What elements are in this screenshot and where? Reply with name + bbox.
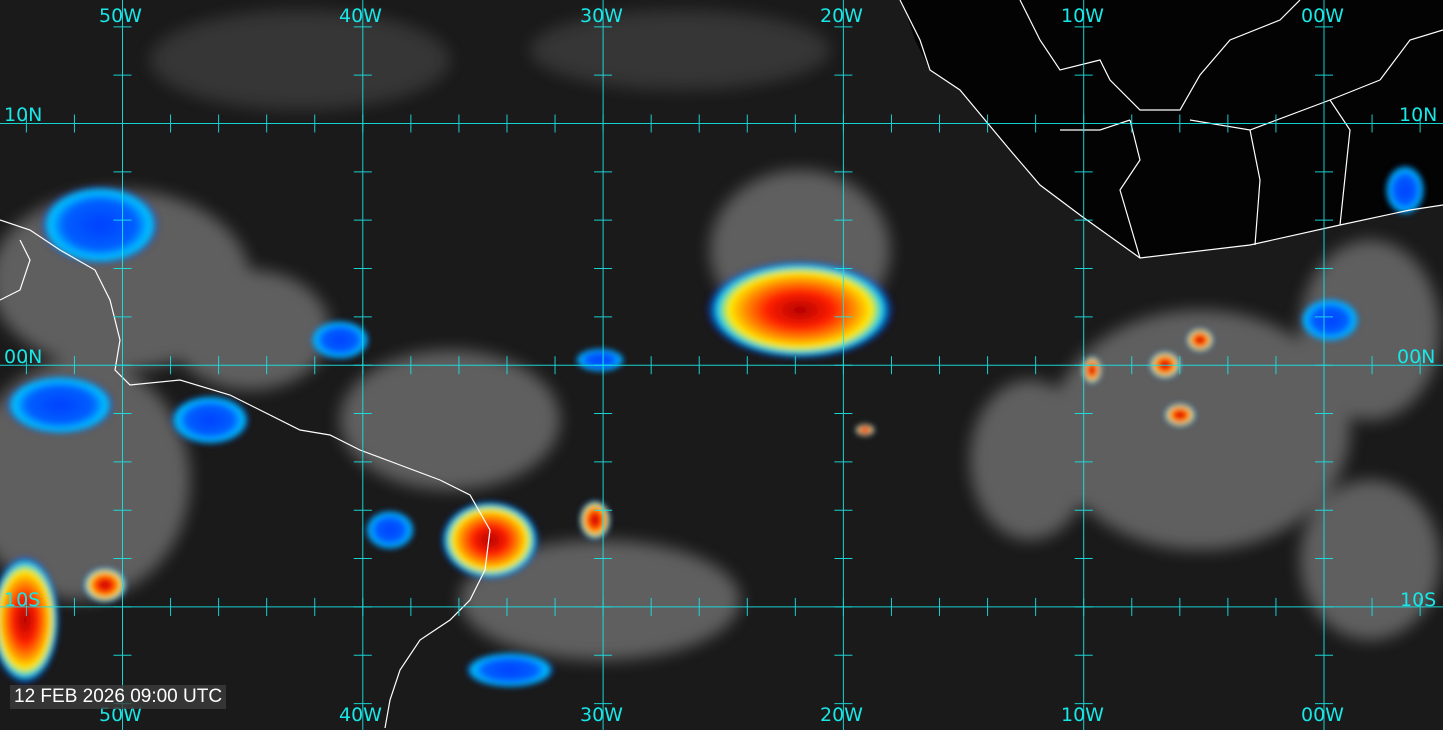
lat-label-left: 00N <box>4 346 43 368</box>
lat-label-right: 00N <box>1397 346 1436 368</box>
lon-label-bottom: 50W <box>99 704 142 726</box>
lon-label-bottom: 00W <box>1301 704 1344 726</box>
lon-label-top: 00W <box>1301 5 1344 27</box>
lon-label-top: 30W <box>580 5 623 27</box>
timestamp: 12 FEB 2026 09:00 UTC <box>10 685 227 709</box>
lon-label-top: 10W <box>1061 5 1104 27</box>
convective-cells <box>0 165 1425 688</box>
lat-label-left: 10S <box>4 589 41 611</box>
lat-label-right: 10N <box>1399 104 1438 126</box>
lat-label-right: 10S <box>1400 589 1437 611</box>
lon-label-top: 20W <box>820 5 863 27</box>
lon-label-bottom: 10W <box>1061 704 1104 726</box>
lat-label-left: 10N <box>4 104 43 126</box>
lon-label-top: 50W <box>99 5 142 27</box>
cloud-fields <box>0 10 1440 660</box>
lon-label-bottom: 20W <box>820 704 863 726</box>
lon-label-bottom: 30W <box>580 704 623 726</box>
lon-label-top: 40W <box>339 5 382 27</box>
africa-land <box>900 0 1443 258</box>
lon-label-bottom: 40W <box>339 704 382 726</box>
